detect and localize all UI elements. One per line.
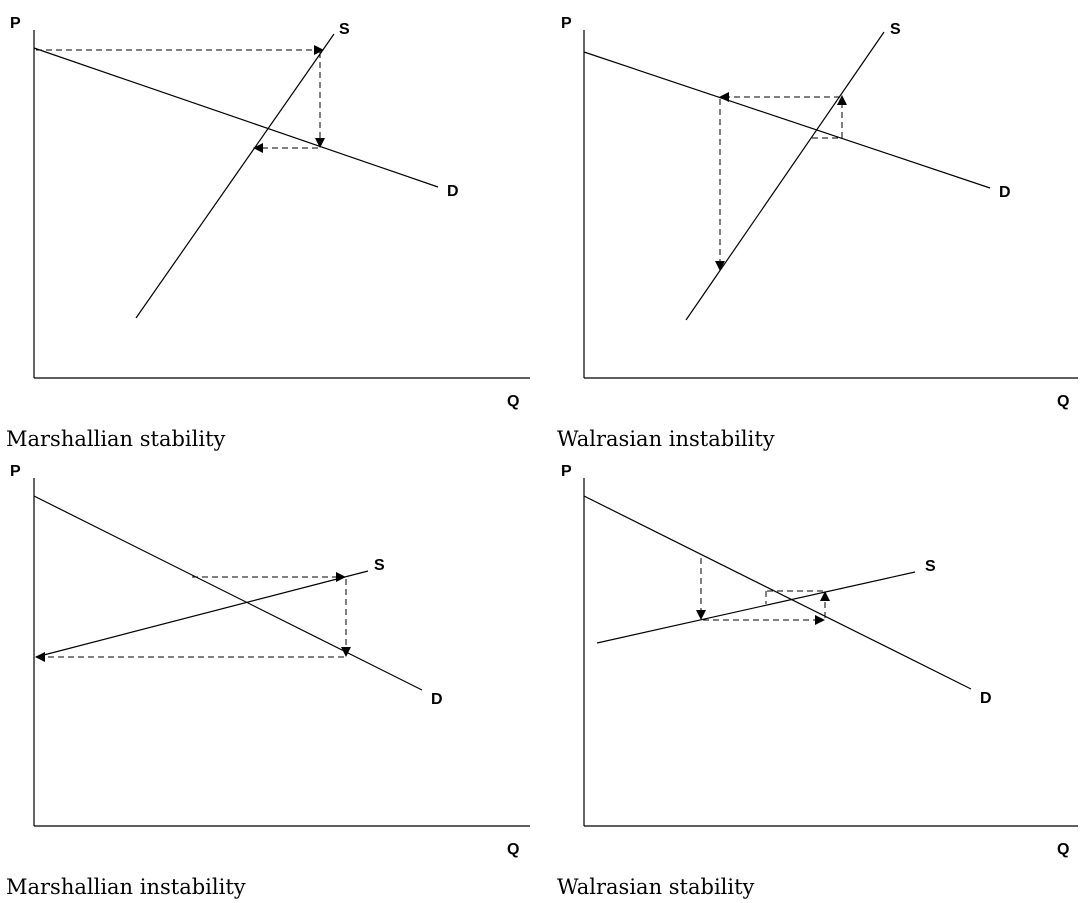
panel-walrasian-stability: P Q S D Walrasian stability [557,463,1078,899]
arrowhead-left [719,92,729,102]
p-axis-label: P [561,463,572,480]
panel-caption: Marshallian instability [6,875,246,899]
supply-curve-label: S [890,21,901,38]
demand-curve-label: D [431,691,443,708]
supply-curve [35,570,369,658]
demand-curve-label: D [447,183,459,200]
arrowhead-down [341,647,351,657]
arrowhead-down [696,610,706,620]
arrowhead-right [314,45,324,55]
supply-curve [685,31,885,321]
q-axis-label: Q [1057,393,1069,410]
q-axis-label: Q [507,841,519,858]
demand-curve [33,47,439,188]
arrowhead-right [336,572,346,582]
arrowhead-down [315,138,325,148]
demand-curve [583,51,991,189]
q-axis-label: Q [507,393,519,410]
supply-curve-label: S [339,21,350,38]
p-axis-label: P [10,15,21,32]
supply-curve [135,33,335,319]
panel-caption: Walrasian stability [557,875,755,899]
demand-curve [583,495,972,690]
p-axis-label: P [10,463,21,480]
demand-curve-label: D [999,184,1011,201]
arrowhead-up [837,95,847,105]
q-axis-label: Q [1057,841,1069,858]
arrowhead-down [715,261,725,271]
demand-curve-label: D [980,690,992,707]
arrowhead-right [815,615,825,625]
panel-marshallian-instability: P Q S D Marshallian instability [6,463,530,899]
panel-caption: Marshallian stability [6,427,226,451]
panel-walrasian-instability: P Q S D Walrasian instability [557,15,1078,451]
supply-curve [596,571,916,644]
panel-marshallian-stability: P Q S D Marshallian stability [6,15,530,451]
arrowhead-left [35,652,45,662]
arrowhead-up [820,591,830,601]
p-axis-label: P [561,15,572,32]
arrowhead-left [253,143,263,153]
demand-curve [33,495,423,691]
supply-curve-label: S [925,558,936,575]
supply-curve-label: S [374,557,385,574]
panel-caption: Walrasian instability [557,427,775,451]
